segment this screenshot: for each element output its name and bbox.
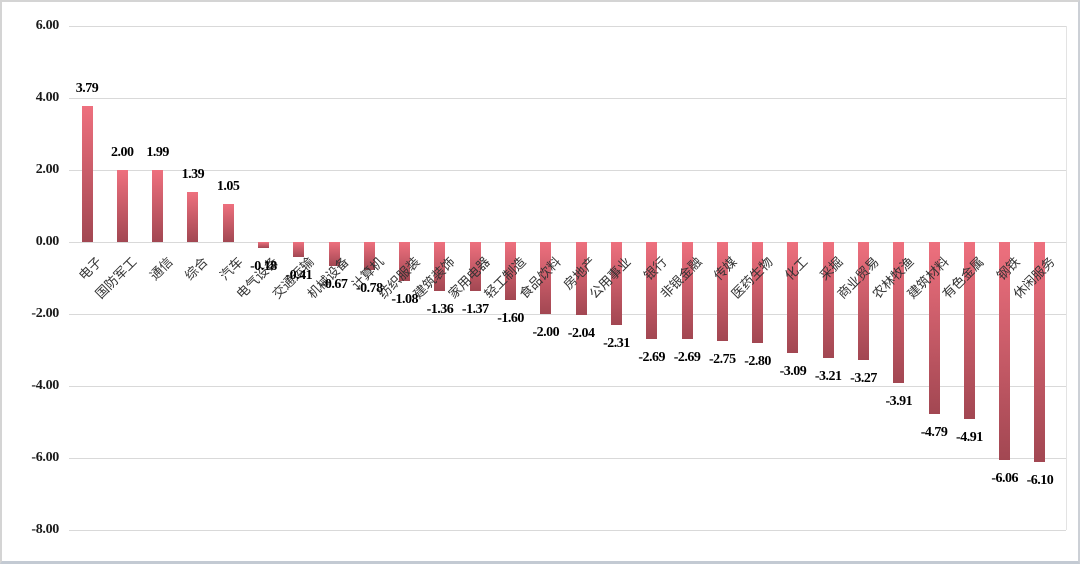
value-label: -1.60 (497, 310, 524, 326)
bar-综合 (187, 191, 199, 242)
value-label: 1.99 (146, 145, 169, 161)
gridline (69, 314, 1066, 315)
value-label: -0.78 (356, 281, 383, 297)
value-label: 2.00 (111, 145, 134, 160)
bar-交通运输 (293, 242, 305, 257)
bar-计算机 (363, 242, 375, 271)
value-label: -3.27 (850, 370, 877, 386)
value-label: -3.09 (779, 364, 807, 380)
value-label: -2.80 (744, 353, 771, 369)
value-label: -4.91 (956, 429, 983, 445)
gridline (69, 386, 1066, 387)
y-axis-tick-label: 4.00 (35, 90, 60, 105)
bar-有色金属 (963, 242, 975, 419)
value-label: -2.31 (603, 336, 630, 352)
y-axis-tick-label: 2.00 (35, 162, 60, 177)
bar-家用电器 (469, 242, 481, 292)
value-label: -1.36 (426, 301, 454, 317)
bar-食品饮料 (540, 242, 552, 314)
category-label: 通信 (146, 254, 176, 284)
bar-医药生物 (752, 242, 764, 343)
zero-gridline (69, 242, 1066, 243)
value-label: -1.37 (461, 302, 489, 318)
bar-公用事业 (610, 242, 622, 326)
bar-通信 (152, 170, 164, 242)
bar-建筑装饰 (434, 242, 446, 291)
category-label: 化工 (781, 254, 811, 284)
value-label: 1.05 (216, 179, 240, 195)
bar-汽车 (222, 204, 234, 242)
bar-传媒 (716, 242, 728, 341)
bar-农林牧渔 (893, 242, 905, 383)
category-label: 综合 (181, 254, 211, 284)
y-axis-tick-label: -8.00 (31, 522, 59, 537)
value-label: -2.04 (567, 326, 595, 342)
gridline (69, 530, 1066, 531)
value-label: -4.79 (920, 425, 948, 441)
plot-right-border (1066, 26, 1067, 530)
value-label: -6.06 (991, 471, 1019, 487)
bar-银行 (646, 242, 658, 339)
value-label: -2.75 (708, 352, 736, 367)
bar-休闲服务 (1034, 242, 1046, 462)
y-axis-tick-label: 6.00 (35, 18, 60, 33)
y-axis-tick-label: 0.00 (35, 234, 60, 249)
value-label: -1.08 (391, 291, 418, 307)
gridline (69, 98, 1066, 99)
bar-纺织服装 (399, 242, 411, 281)
value-label: -2.00 (532, 325, 560, 340)
y-axis-tick-label: -4.00 (31, 378, 59, 393)
bar-化工 (787, 242, 799, 354)
value-label: 1.39 (181, 166, 205, 182)
bar-机械设备 (328, 242, 340, 267)
value-label: -0.18 (250, 259, 277, 275)
value-label: -2.69 (673, 349, 701, 365)
gridline (69, 26, 1066, 27)
bar-国防军工 (116, 170, 128, 242)
bar-轻工制造 (505, 242, 517, 300)
y-axis-tick-label: -2.00 (31, 306, 59, 321)
gridline (69, 170, 1066, 171)
bar-电子 (81, 105, 93, 242)
bar-采掘 (822, 242, 834, 358)
y-axis-tick-label: -6.00 (31, 450, 59, 465)
bar-房地产 (575, 242, 587, 316)
bar-商业贸易 (858, 242, 869, 360)
bar-建筑材料 (928, 242, 940, 415)
value-label: 3.79 (75, 80, 99, 96)
bar-钢铁 (999, 242, 1011, 461)
bar-非银金融 (681, 242, 693, 339)
value-label: -3.21 (814, 368, 842, 384)
value-label: -3.91 (885, 393, 913, 409)
bar-电气设备 (257, 242, 269, 249)
value-label: -0.67 (320, 277, 348, 293)
value-label: -2.69 (638, 349, 666, 365)
value-label: -6.10 (1026, 472, 1054, 488)
value-label: -0.41 (285, 267, 313, 283)
gridline (69, 458, 1066, 459)
